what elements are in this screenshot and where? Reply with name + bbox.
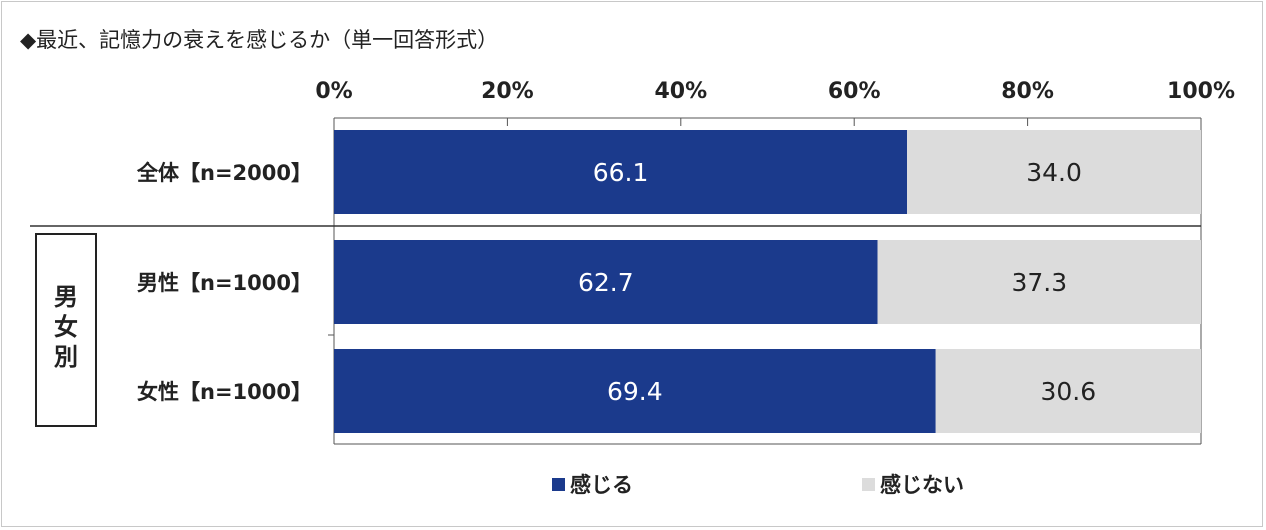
category-label: 女性【n=1000】	[137, 380, 312, 404]
legend-label: 感じる	[570, 473, 633, 497]
x-tick-label: 0%	[315, 79, 352, 104]
group-label-char: 男	[54, 283, 78, 311]
category-label: 全体【n=2000】	[136, 161, 312, 185]
x-tick-label: 60%	[828, 79, 881, 104]
group-label-char: 女	[54, 313, 78, 341]
data-label: 37.3	[1011, 268, 1067, 297]
bar-segment	[877, 240, 1201, 324]
legend-swatch	[552, 478, 565, 491]
x-tick-label: 80%	[1001, 79, 1054, 104]
x-tick-label: 20%	[481, 79, 534, 104]
category-label: 男性【n=1000】	[137, 271, 312, 295]
x-tick-label: 40%	[654, 79, 707, 104]
legend-swatch	[862, 478, 875, 491]
data-label: 30.6	[1041, 377, 1097, 406]
data-label: 69.4	[607, 377, 663, 406]
data-label: 34.0	[1026, 158, 1082, 187]
data-label: 62.7	[578, 268, 634, 297]
group-box	[35, 233, 97, 427]
bar-segment	[935, 349, 1201, 433]
legend-label: 感じない	[880, 473, 964, 497]
bar-segment	[334, 130, 908, 214]
x-tick-label: 100%	[1167, 79, 1235, 104]
bar-segment	[334, 240, 878, 324]
bar-segment	[334, 349, 936, 433]
data-label: 66.1	[593, 158, 649, 187]
chart-title: ◆最近、記憶力の衰えを感じるか（単一回答形式）	[20, 28, 499, 52]
group-label-char: 別	[54, 343, 78, 371]
bar-segment	[907, 130, 1201, 214]
